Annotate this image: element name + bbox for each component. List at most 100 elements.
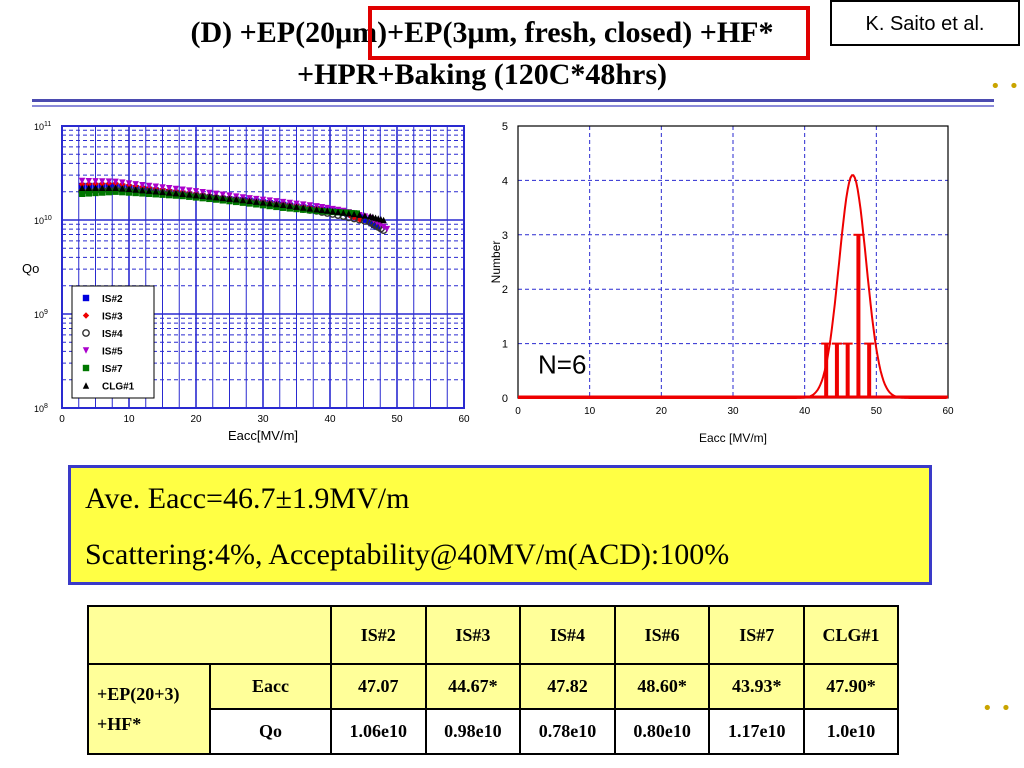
data-point bbox=[105, 184, 113, 192]
data-point bbox=[318, 206, 326, 214]
decorative-dots-bottom: •• bbox=[982, 698, 1020, 719]
data-point bbox=[82, 312, 90, 319]
histogram-bar bbox=[867, 343, 872, 398]
table-cell: 47.90* bbox=[803, 663, 899, 710]
x-tick-label: 0 bbox=[59, 414, 65, 425]
title-divider bbox=[32, 99, 994, 102]
table-header-cell: IS#3 bbox=[424, 605, 522, 665]
data-point bbox=[82, 294, 90, 302]
data-point bbox=[380, 223, 387, 231]
decorative-dots: •• bbox=[990, 76, 1024, 97]
data-point bbox=[179, 186, 186, 193]
data-point bbox=[361, 212, 369, 219]
data-point bbox=[82, 329, 90, 337]
y-axis-label: Qo bbox=[22, 261, 39, 276]
highlight-box bbox=[368, 6, 810, 60]
x-tick-label: 20 bbox=[656, 406, 668, 417]
data-point bbox=[159, 188, 166, 196]
data-point bbox=[329, 208, 336, 215]
data-point bbox=[119, 188, 126, 196]
data-point bbox=[112, 178, 119, 185]
data-point bbox=[105, 178, 113, 185]
x-tick-label: 50 bbox=[391, 414, 403, 425]
legend-label: IS#7 bbox=[102, 364, 123, 375]
data-point bbox=[78, 190, 86, 197]
data-point bbox=[166, 189, 173, 196]
x-tick-label: 50 bbox=[871, 406, 883, 417]
data-point bbox=[212, 190, 220, 197]
x-tick-label: 20 bbox=[190, 414, 202, 425]
data-point bbox=[78, 184, 86, 192]
data-point bbox=[345, 210, 352, 217]
table-cell: 1.0e10 bbox=[803, 708, 899, 755]
y-tick-label: 109 bbox=[34, 309, 48, 320]
table-cell: 47.82 bbox=[519, 663, 616, 710]
data-point bbox=[233, 196, 240, 203]
data-point bbox=[340, 209, 347, 216]
table-header-cell: IS#2 bbox=[329, 605, 427, 665]
data-point bbox=[206, 193, 213, 200]
data-point bbox=[85, 190, 92, 197]
data-point bbox=[380, 216, 387, 224]
table-cell: 48.60* bbox=[613, 663, 711, 710]
data-point bbox=[186, 187, 193, 194]
data-point bbox=[313, 206, 320, 213]
results-table: IS#2 IS#3 IS#4 IS#6 IS#7 CLG#1 +EP(20+3)… bbox=[87, 605, 899, 755]
legend-label: IS#5 bbox=[102, 347, 123, 358]
data-point bbox=[112, 184, 119, 192]
data-point bbox=[334, 208, 342, 216]
y-tick-label: 1 bbox=[502, 339, 508, 351]
data-point bbox=[92, 189, 99, 197]
table-header-cell: IS#7 bbox=[708, 605, 806, 665]
x-tick-label: 40 bbox=[324, 414, 336, 425]
data-point bbox=[99, 178, 106, 185]
table-cell: 0.78e10 bbox=[519, 708, 616, 755]
data-point bbox=[266, 200, 273, 207]
data-point bbox=[125, 185, 133, 193]
data-point bbox=[179, 190, 186, 197]
data-point bbox=[273, 200, 280, 208]
data-point bbox=[125, 180, 133, 187]
data-point bbox=[324, 207, 331, 214]
data-point bbox=[145, 187, 153, 194]
table-header-cell: IS#4 bbox=[519, 605, 616, 665]
data-point bbox=[373, 223, 381, 230]
legend-label: IS#4 bbox=[102, 329, 123, 340]
data-point bbox=[139, 181, 146, 189]
legend-label: IS#3 bbox=[102, 312, 123, 323]
data-point bbox=[132, 189, 139, 197]
table-row-label: Eacc bbox=[209, 663, 332, 710]
y-tick-label: 1011 bbox=[34, 121, 51, 132]
data-point bbox=[199, 192, 206, 200]
data-point bbox=[172, 189, 180, 197]
data-point bbox=[350, 210, 358, 218]
slide-title-line-2: +HPR+Baking (120C*48hrs) bbox=[296, 58, 668, 91]
x-tick-label: 40 bbox=[799, 406, 811, 417]
table-header-row: IS#2 IS#3 IS#4 IS#6 IS#7 CLG#1 bbox=[87, 605, 899, 665]
histogram-bar bbox=[834, 343, 839, 398]
sample-count-annotation: N=6 bbox=[538, 350, 586, 380]
data-point bbox=[152, 183, 159, 190]
data-point bbox=[145, 182, 153, 190]
x-axis-label: Eacc[MV/m] bbox=[228, 428, 298, 443]
legend-label: CLG#1 bbox=[102, 382, 135, 393]
data-point bbox=[239, 196, 247, 204]
data-point bbox=[172, 185, 180, 193]
table-cell: 44.67* bbox=[424, 663, 522, 710]
data-point bbox=[212, 193, 220, 201]
data-point bbox=[293, 203, 300, 210]
table-cell: 0.80e10 bbox=[613, 708, 711, 755]
data-point bbox=[78, 181, 86, 188]
y-tick-label: 4 bbox=[502, 175, 508, 187]
legend-box bbox=[71, 285, 155, 399]
data-point bbox=[356, 211, 363, 218]
histogram-bar bbox=[845, 343, 850, 398]
data-point bbox=[279, 201, 287, 209]
author-label: K. Saito et al. bbox=[830, 0, 1020, 46]
slide-title-line-1: (D) +EP(20μm)+EP(3μm, fresh, closed) +HF… bbox=[190, 16, 774, 49]
summary-scattering: Scattering:4%, Acceptability@40MV/m(ACD)… bbox=[85, 538, 730, 571]
table-cell: 1.06e10 bbox=[329, 708, 427, 755]
table-header-cell: IS#6 bbox=[613, 605, 711, 665]
qo-vs-eacc-chart: 0 10 20 30 40 50 6010810910101011Eacc[MV/m]Qo … bbox=[22, 121, 470, 443]
histogram-bar bbox=[856, 234, 861, 398]
